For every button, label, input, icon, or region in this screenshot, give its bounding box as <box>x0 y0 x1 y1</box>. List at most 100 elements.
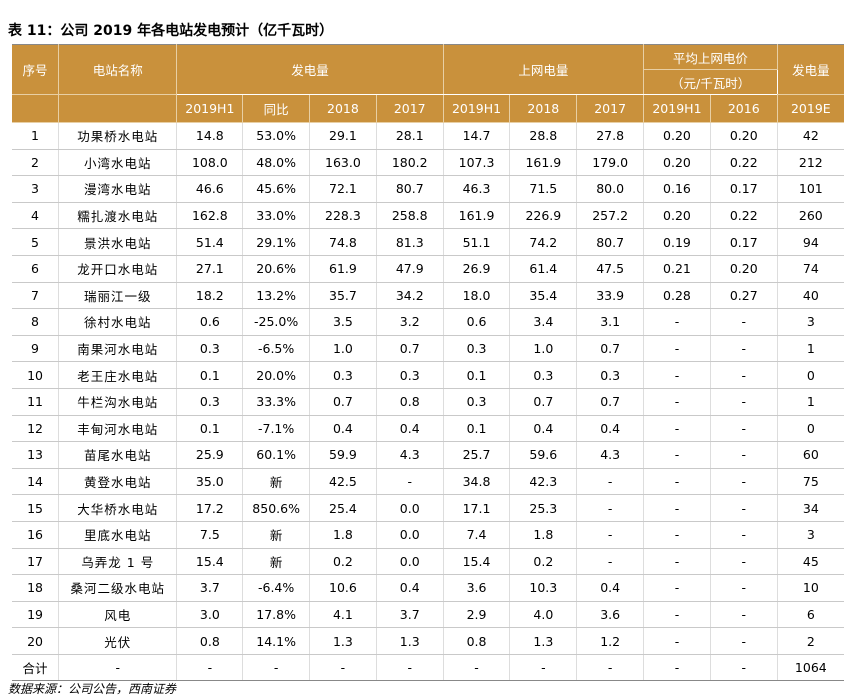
subheader-cell: 2019H1 <box>176 94 244 123</box>
table-cell: 25.9 <box>176 441 244 469</box>
table-cell: 51.1 <box>443 228 511 256</box>
table-cell: 4.3 <box>376 441 444 469</box>
table-cell: 108.0 <box>176 149 244 177</box>
header-name-blank <box>58 94 178 123</box>
table-cell: - <box>710 361 778 389</box>
table-cell: 51.4 <box>176 228 244 256</box>
total-cell: - <box>443 654 511 681</box>
table-cell: 258.8 <box>376 202 444 230</box>
table-cell: 0.3 <box>443 335 511 363</box>
row-number: 14 <box>12 468 60 496</box>
table-cell: 0.3 <box>309 361 377 389</box>
total-cell: - <box>176 654 244 681</box>
subheader-cell: 2017 <box>576 94 645 123</box>
table-row: 15 大华桥水电站 17.2 850.6% 25.4 0.0 17.1 25.3- - -34 <box>12 494 844 522</box>
row-number: 13 <box>12 441 60 469</box>
table-row: 9 南果河水电站 0.3 -6.5% 1.0 0.7 0.3 1.0 0.7- -1 <box>12 335 844 363</box>
table-cell: 0.7 <box>309 388 377 416</box>
table-cell: 4.0 <box>509 601 578 629</box>
table-cell: 1.2 <box>576 627 645 655</box>
table-cell: - <box>643 468 711 496</box>
table-cell: 0.0 <box>376 521 444 549</box>
table-cell: 35.0 <box>176 468 244 496</box>
table-cell: 0.20 <box>643 122 711 150</box>
station-name: 老王庄水电站 <box>58 361 178 389</box>
table-cell: 34 <box>777 494 844 522</box>
table-cell: 6 <box>777 601 844 629</box>
table-cell: 0.21 <box>643 255 711 283</box>
table-cell: - <box>643 521 711 549</box>
total-row: 合计 - - - - - - - - - -1064 <box>12 654 844 681</box>
table-cell: - <box>643 335 711 363</box>
table-cell: 2 <box>777 627 844 655</box>
table-cell: - <box>643 494 711 522</box>
table-cell: 20.0% <box>242 361 311 389</box>
row-number: 3 <box>12 175 60 203</box>
row-number: 2 <box>12 149 60 177</box>
subheader-cell: 2016 <box>710 94 778 123</box>
table-row: 8 徐村水电站 0.6 -25.0% 3.5 3.2 0.6 3.4 3.1- -3 <box>12 308 844 336</box>
table-cell: 0.20 <box>710 255 778 283</box>
table-cell: 101 <box>777 175 844 203</box>
table-cell: - <box>710 388 778 416</box>
table-cell: - <box>710 441 778 469</box>
table-cell: 47.9 <box>376 255 444 283</box>
header-name: 电站名称 <box>58 44 178 95</box>
table-cell: 45.6% <box>242 175 311 203</box>
table-cell: 28.8 <box>509 122 578 150</box>
table-cell: 4.3 <box>576 441 645 469</box>
table-cell: 1.0 <box>509 335 578 363</box>
table-cell: 0.1 <box>443 361 511 389</box>
table-cell: 7.4 <box>443 521 511 549</box>
table-cell: -7.1% <box>242 415 311 443</box>
table-cell: 228.3 <box>309 202 377 230</box>
station-name: 里底水电站 <box>58 521 178 549</box>
table-cell: 1.3 <box>509 627 578 655</box>
table-cell: 61.4 <box>509 255 578 283</box>
table-cell: 0.6 <box>443 308 511 336</box>
table-cell: 0.27 <box>710 282 778 310</box>
table-cell: 162.8 <box>176 202 244 230</box>
station-name: 小湾水电站 <box>58 149 178 177</box>
header-generation-2019e: 发电量 <box>777 44 844 95</box>
table-cell: 0.3 <box>443 388 511 416</box>
table-cell: 0.4 <box>576 574 645 602</box>
table-row: 6 龙开口水电站 27.1 20.6% 61.9 47.9 26.9 61.4 47.5 0.21… <box>12 255 844 283</box>
table-cell: 0.8 <box>443 627 511 655</box>
total-cell: - <box>376 654 444 681</box>
table-row: 19 风电 3.0 17.8% 4.1 3.7 2.9 4.0 3.6- -6 <box>12 601 844 629</box>
table-cell: 226.9 <box>509 202 578 230</box>
station-name: 丰甸河水电站 <box>58 415 178 443</box>
table-cell: - <box>576 468 645 496</box>
table-cell: 29.1 <box>309 122 377 150</box>
table-cell: 0.3 <box>176 388 244 416</box>
table-cell: 0.7 <box>376 335 444 363</box>
table-cell: 17.2 <box>176 494 244 522</box>
table-cell: 3.7 <box>376 601 444 629</box>
table-cell: 3.1 <box>576 308 645 336</box>
header-generation: 发电量 <box>176 44 444 95</box>
table-cell: 17.1 <box>443 494 511 522</box>
table-cell: - <box>643 574 711 602</box>
table-cell: 0.19 <box>643 228 711 256</box>
total-cell: - <box>643 654 711 681</box>
table-cell: 0.17 <box>710 228 778 256</box>
table-cell: 74.8 <box>309 228 377 256</box>
table-cell: 33.0% <box>242 202 311 230</box>
table-cell: 163.0 <box>309 149 377 177</box>
table-cell: 81.3 <box>376 228 444 256</box>
header-price-line1: 平均上网电价 <box>643 44 778 70</box>
table-cell: 3.6 <box>443 574 511 602</box>
table-row: 18 桑河二级水电站 3.7 -6.4% 10.6 0.4 3.6 10.3 0.4- -10 <box>12 574 844 602</box>
table-cell: 0.16 <box>643 175 711 203</box>
header-grid-power: 上网电量 <box>443 44 645 95</box>
table-cell: 161.9 <box>443 202 511 230</box>
table-cell: - <box>710 548 778 576</box>
row-number: 20 <box>12 627 60 655</box>
table-cell: 10.3 <box>509 574 578 602</box>
power-station-table: 序号 电站名称 发电量 上网电量 平均上网电价 发电量 （元/千瓦时） 2019… <box>12 44 844 681</box>
station-name: 龙开口水电站 <box>58 255 178 283</box>
table-cell: 25.4 <box>309 494 377 522</box>
table-row: 11 牛栏沟水电站 0.3 33.3% 0.7 0.8 0.3 0.7 0.7- -1 <box>12 388 844 416</box>
table-cell: 1 <box>777 335 844 363</box>
